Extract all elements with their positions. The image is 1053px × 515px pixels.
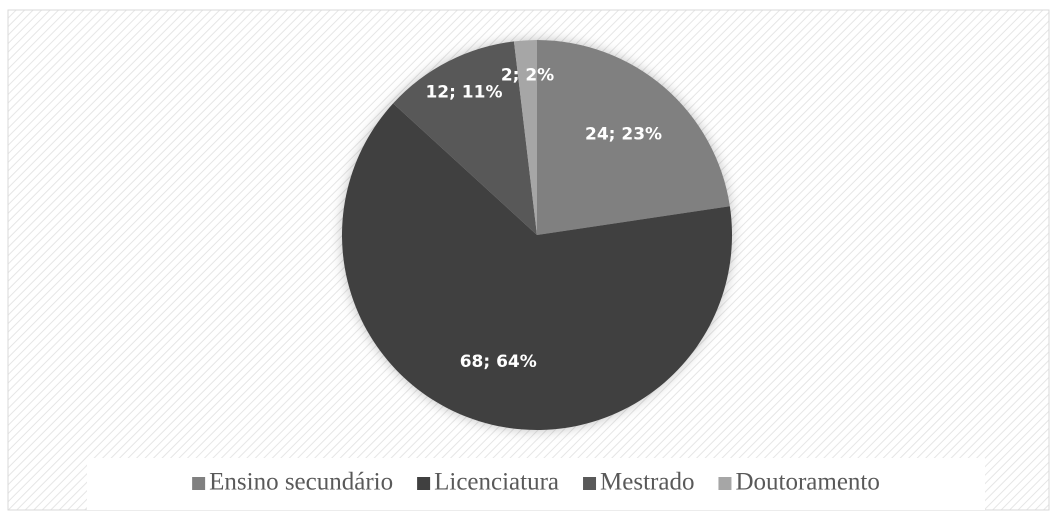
legend-swatch	[583, 477, 597, 490]
pie-slice	[537, 40, 730, 235]
data-label: 2; 2%	[501, 65, 554, 85]
data-label: 24; 23%	[585, 125, 662, 145]
pie-slice	[513, 40, 537, 235]
pie-slice	[341, 103, 732, 431]
legend-label: Doutoramento	[735, 469, 879, 496]
legend-swatch	[718, 477, 732, 490]
pie-slice	[393, 41, 537, 236]
data-label: 68; 64%	[460, 352, 537, 372]
pie	[341, 40, 732, 431]
legend-label: Licenciatura	[434, 469, 559, 496]
legend-swatch	[417, 477, 431, 490]
legend-swatch	[192, 477, 206, 490]
data-label: 12; 11%	[425, 83, 502, 103]
legend-label: Mestrado	[600, 469, 694, 496]
legend-label: Ensino secundário	[209, 469, 393, 496]
legend-background	[87, 458, 985, 510]
